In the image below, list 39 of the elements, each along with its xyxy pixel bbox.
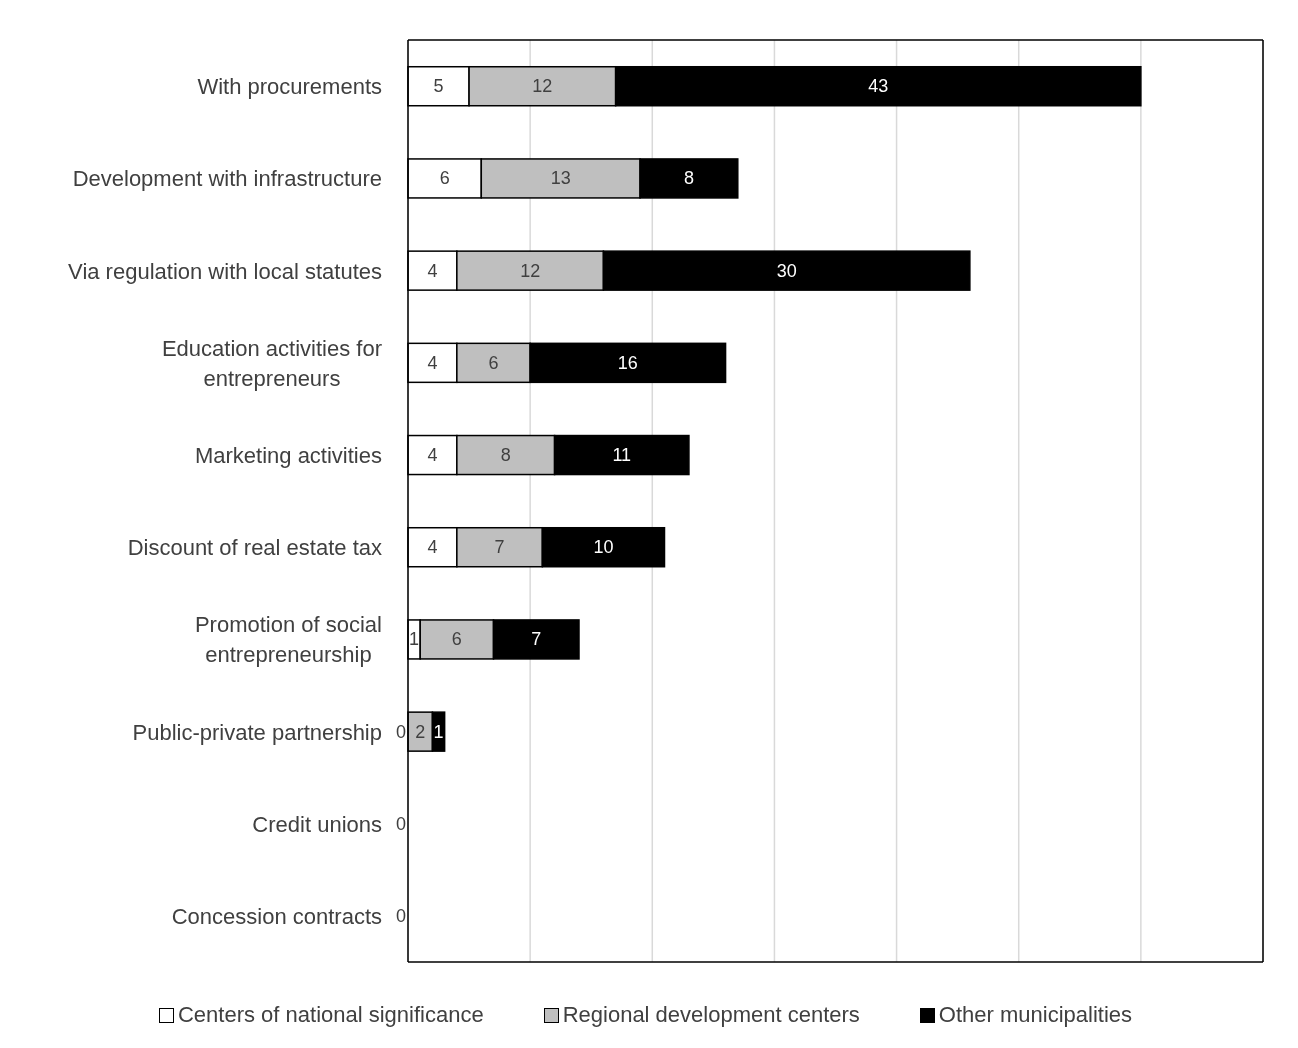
data-label: 7: [494, 537, 505, 558]
data-label: 7: [531, 629, 542, 650]
data-label: 8: [683, 168, 694, 189]
data-label: 0: [395, 906, 406, 927]
y-tick-label: Marketing activities: [194, 442, 382, 468]
y-tick-label: Public-private partnership: [132, 719, 382, 744]
y-tick-label: Credit unions: [252, 811, 382, 837]
legend-label: Regional development centers: [562, 1002, 860, 1028]
data-label: 30: [776, 260, 797, 281]
data-label: 8: [500, 445, 511, 466]
data-label: 0: [395, 721, 406, 742]
y-tick-label: Via regulation with local statutes: [68, 258, 382, 283]
data-label: 4: [427, 260, 438, 281]
data-label: 13: [550, 168, 571, 189]
y-tick-label: Discount of real estate tax: [127, 534, 382, 560]
data-label: 2: [415, 721, 426, 742]
data-label: 4: [427, 537, 438, 558]
data-label: 6: [451, 629, 462, 650]
y-tick-label: Education activities for entrepreneurs: [161, 335, 382, 391]
data-label: 12: [520, 260, 541, 281]
data-label: 16: [617, 352, 638, 373]
data-label: 5: [433, 76, 444, 97]
y-tick-label: Promotion of social entrepreneurship: [194, 611, 382, 667]
data-label: 6: [439, 168, 450, 189]
y-tick-label: With procurements: [197, 73, 382, 99]
data-label: 10: [593, 537, 614, 558]
data-label: 43: [868, 76, 889, 97]
legend-label: Other municipalities: [938, 1002, 1133, 1028]
data-label: 1: [409, 629, 420, 650]
data-label: 4: [427, 352, 438, 373]
data-label: 12: [532, 76, 553, 97]
legend-label: Centers of national significance: [177, 1002, 484, 1028]
y-tick-label: Concession contracts: [171, 903, 382, 929]
data-label: 4: [427, 445, 438, 466]
data-label: 1: [433, 721, 444, 742]
data-label: 0: [395, 813, 406, 834]
data-label: 11: [612, 445, 632, 466]
data-label: 6: [488, 352, 499, 373]
y-tick-label: Development with infrastructure: [72, 165, 382, 191]
